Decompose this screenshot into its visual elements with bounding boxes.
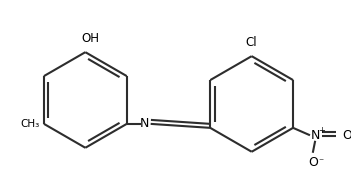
Text: +: + — [318, 126, 325, 135]
Text: OH: OH — [81, 32, 99, 45]
Text: Cl: Cl — [246, 36, 258, 49]
Text: N: N — [140, 117, 150, 130]
Text: ⁻: ⁻ — [318, 158, 324, 168]
Text: N: N — [310, 129, 320, 142]
Text: O: O — [342, 129, 351, 142]
Text: O: O — [308, 156, 318, 169]
Text: CH₃: CH₃ — [20, 119, 40, 129]
